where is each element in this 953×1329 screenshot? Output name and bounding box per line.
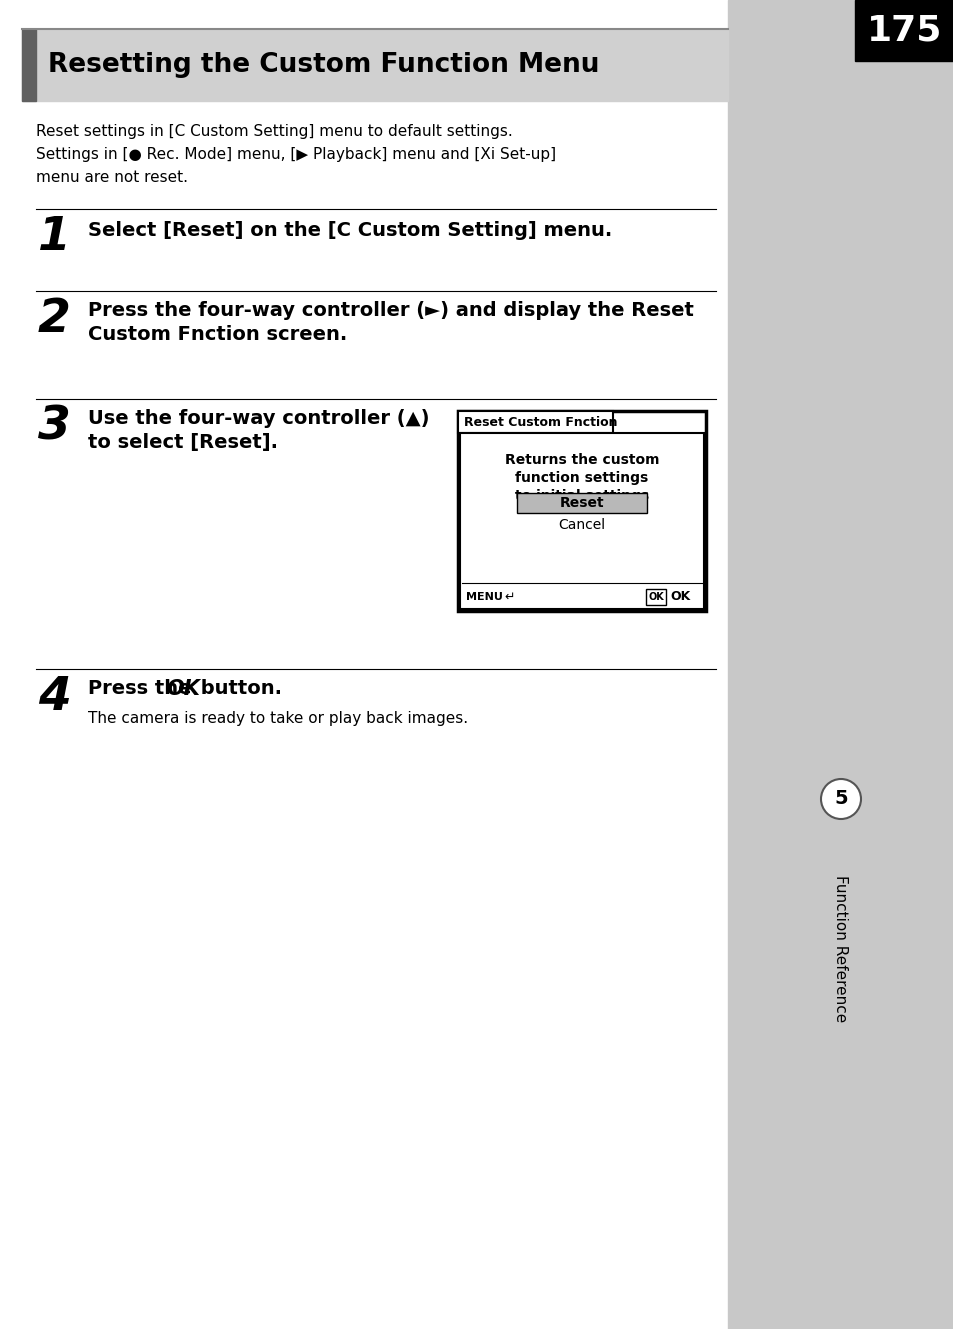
Text: MENU: MENU: [465, 591, 502, 602]
Text: Press the four-way controller (►) and display the Reset: Press the four-way controller (►) and di…: [88, 300, 693, 320]
Text: button.: button.: [193, 679, 282, 698]
Bar: [457, 411, 705, 611]
Text: menu are not reset.: menu are not reset.: [36, 170, 188, 185]
Text: Reset: Reset: [559, 496, 603, 510]
Text: Reset settings in [C Custom Setting] menu to default settings.: Reset settings in [C Custom Setting] men…: [36, 124, 512, 140]
Text: OK: OK: [669, 590, 690, 603]
Bar: [727, 0, 953, 1329]
Text: Settings in [● Rec. Mode] menu, [▶ Playback] menu and [Xi Set-up]: Settings in [● Rec. Mode] menu, [▶ Playb…: [36, 148, 556, 162]
Text: 1: 1: [38, 215, 71, 260]
Text: The camera is ready to take or play back images.: The camera is ready to take or play back…: [88, 711, 468, 726]
Text: Press the: Press the: [88, 679, 198, 698]
Bar: [517, 493, 646, 513]
Bar: [459, 433, 703, 609]
Text: Custom Fnction screen.: Custom Fnction screen.: [88, 326, 347, 344]
Text: Reset Custom Fnction: Reset Custom Fnction: [463, 416, 617, 428]
Text: Returns the custom: Returns the custom: [504, 453, 659, 466]
Bar: [854, 0, 953, 61]
Text: function settings: function settings: [515, 470, 648, 485]
Text: Function Reference: Function Reference: [833, 876, 847, 1022]
Text: to initial settings: to initial settings: [515, 489, 648, 502]
Bar: [457, 411, 613, 433]
Text: Select [Reset] on the [C Custom Setting] menu.: Select [Reset] on the [C Custom Setting]…: [88, 221, 612, 241]
Text: 2: 2: [38, 296, 71, 342]
Bar: [22, 29, 727, 101]
Text: ↵: ↵: [503, 590, 514, 603]
Text: OK: OK: [166, 679, 200, 699]
Text: 175: 175: [866, 13, 942, 48]
Text: to select [Reset].: to select [Reset].: [88, 433, 277, 452]
Bar: [645, 589, 665, 605]
Text: 3: 3: [38, 405, 71, 451]
Text: 4: 4: [38, 675, 71, 720]
Text: 5: 5: [833, 789, 847, 808]
Circle shape: [821, 779, 861, 819]
Text: OK: OK: [647, 591, 663, 602]
Bar: [22, 29, 36, 101]
Text: Resetting the Custom Function Menu: Resetting the Custom Function Menu: [48, 52, 598, 78]
Text: Cancel: Cancel: [558, 518, 605, 532]
Text: Use the four-way controller (▲): Use the four-way controller (▲): [88, 409, 429, 428]
